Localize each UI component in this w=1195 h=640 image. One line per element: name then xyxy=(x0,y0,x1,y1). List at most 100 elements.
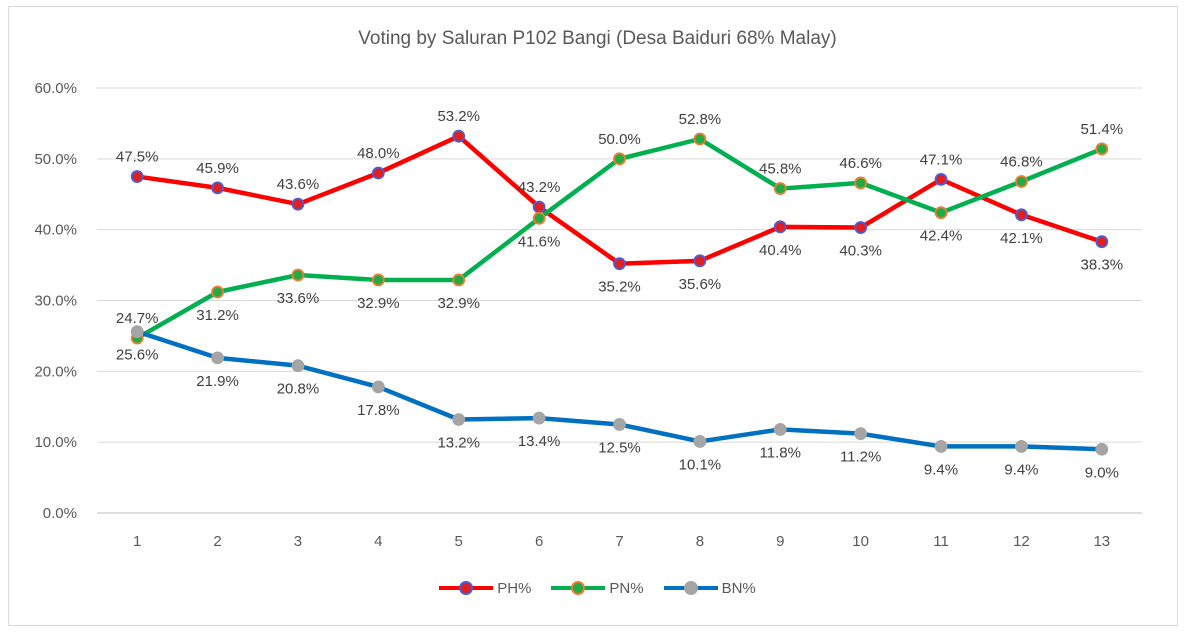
x-tick-label: 8 xyxy=(696,533,704,550)
data-label-bn: 13.4% xyxy=(518,433,561,450)
data-point-pn xyxy=(934,206,948,220)
data-point-ph xyxy=(773,220,787,234)
data-point-bn xyxy=(371,380,385,394)
data-point-bn xyxy=(532,411,546,425)
x-tick-label: 11 xyxy=(933,533,949,550)
y-tick-label: 50.0% xyxy=(34,151,77,168)
data-point-pn xyxy=(211,285,224,299)
y-axis-ticks: 0.0% 10.0% 20.0% 30.0% 40.0% 50.0% 60.0% xyxy=(34,80,77,522)
x-tick-label: 4 xyxy=(374,533,382,550)
data-label-ph: 40.3% xyxy=(839,243,882,260)
legend-marker xyxy=(683,581,698,595)
legend-marker xyxy=(571,581,586,595)
y-tick-label: 40.0% xyxy=(34,222,77,239)
y-tick-label: 0.0% xyxy=(43,505,77,522)
data-point-bn xyxy=(130,325,144,339)
data-point-ph xyxy=(934,172,948,186)
data-label-ph: 47.1% xyxy=(920,151,963,168)
data-point-ph xyxy=(130,170,144,183)
data-point-ph xyxy=(532,200,546,214)
data-point-ph xyxy=(854,221,868,234)
data-point-bn xyxy=(693,435,707,448)
data-labels: 47.5% 45.9% 43.6% 48.0% 53.2% 43.2% 35.2% 35.6%… xyxy=(116,108,1123,481)
data-label-pn: 32.9% xyxy=(437,295,480,312)
legend-item-pn: PN% xyxy=(551,578,644,598)
legend-swatch-bn xyxy=(663,578,718,598)
data-label-ph: 43.2% xyxy=(518,179,561,196)
y-tick-label: 30.0% xyxy=(34,293,77,310)
data-label-ph: 35.2% xyxy=(598,279,641,296)
x-tick-label: 5 xyxy=(455,533,463,550)
x-tick-label: 12 xyxy=(1013,533,1030,550)
data-label-ph: 48.0% xyxy=(357,145,400,162)
data-point-bn xyxy=(1095,442,1109,456)
data-point-bn xyxy=(854,427,868,441)
data-label-ph: 35.6% xyxy=(679,276,722,293)
x-tick-label: 7 xyxy=(615,533,623,550)
data-point-ph xyxy=(693,254,707,268)
x-tick-label: 9 xyxy=(776,533,784,550)
series-markers xyxy=(130,129,1109,456)
x-tick-label: 1 xyxy=(133,533,141,550)
data-label-ph: 40.4% xyxy=(759,242,802,259)
data-point-pn xyxy=(452,273,466,287)
legend-marker xyxy=(459,581,474,595)
data-point-bn xyxy=(613,418,626,431)
data-point-bn xyxy=(291,359,305,373)
grid-lines xyxy=(97,87,1142,514)
y-tick-label: 60.0% xyxy=(34,80,77,97)
data-label-pn: 52.8% xyxy=(679,111,722,128)
data-label-pn: 46.6% xyxy=(839,155,882,172)
data-label-bn: 20.8% xyxy=(277,381,320,398)
data-label-ph: 42.1% xyxy=(1000,230,1043,247)
data-label-ph: 53.2% xyxy=(437,108,480,125)
legend-label: PN% xyxy=(609,579,644,597)
chart-legend: PH% PN% BN% xyxy=(0,578,1195,598)
data-point-ph xyxy=(371,166,385,180)
x-tick-label: 10 xyxy=(852,533,869,550)
data-point-pn xyxy=(291,268,305,282)
data-point-ph xyxy=(1015,208,1028,222)
x-axis-ticks: 1 2 3 4 5 6 7 8 9 10 11 12 13 xyxy=(133,533,1110,550)
x-tick-label: 3 xyxy=(294,533,302,550)
legend-item-ph: PH% xyxy=(439,578,531,598)
data-label-bn: 9.4% xyxy=(1004,461,1038,478)
data-label-bn: 11.8% xyxy=(760,444,801,461)
x-tick-label: 13 xyxy=(1093,533,1110,550)
data-point-bn xyxy=(773,423,787,436)
data-point-pn xyxy=(1095,142,1109,156)
data-label-ph: 47.5% xyxy=(116,149,159,166)
data-point-pn xyxy=(613,152,626,166)
data-label-pn: 33.6% xyxy=(277,290,320,307)
data-point-pn xyxy=(532,211,546,225)
data-label-bn: 9.0% xyxy=(1085,464,1119,481)
chart-frame xyxy=(8,6,1178,626)
legend-label: BN% xyxy=(721,579,756,597)
legend-swatch-ph xyxy=(439,578,494,598)
data-label-bn: 11.2% xyxy=(840,449,881,466)
data-label-pn: 42.4% xyxy=(920,228,963,245)
x-tick-label: 6 xyxy=(535,533,543,550)
data-label-pn: 45.8% xyxy=(759,161,802,178)
data-point-bn xyxy=(934,440,948,453)
data-label-bn: 12.5% xyxy=(598,439,641,456)
data-point-ph xyxy=(613,257,626,271)
data-label-pn: 41.6% xyxy=(518,233,561,250)
data-point-bn xyxy=(211,351,224,365)
data-label-pn: 31.2% xyxy=(196,307,239,324)
data-label-bn: 9.4% xyxy=(924,461,958,478)
data-point-bn xyxy=(1015,440,1028,453)
data-point-ph xyxy=(291,197,305,211)
data-label-pn: 46.8% xyxy=(1000,154,1043,171)
data-label-ph: 43.6% xyxy=(277,176,320,193)
data-label-bn: 10.1% xyxy=(679,456,722,473)
data-label-pn: 51.4% xyxy=(1081,121,1124,138)
data-label-ph: 45.9% xyxy=(196,160,239,177)
data-label-bn: 25.6% xyxy=(116,347,159,364)
data-point-ph xyxy=(452,129,466,143)
y-tick-label: 10.0% xyxy=(34,434,77,451)
data-label-pn: 32.9% xyxy=(357,295,400,312)
data-point-pn xyxy=(693,132,707,146)
data-label-ph: 38.3% xyxy=(1081,257,1124,274)
